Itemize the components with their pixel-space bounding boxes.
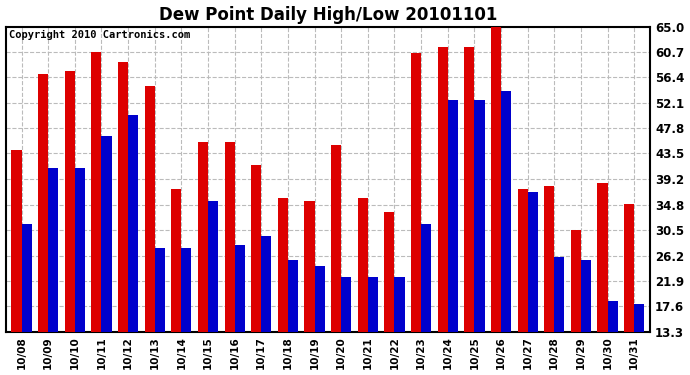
Bar [571, 230, 581, 332]
Bar [208, 201, 218, 332]
Bar [384, 213, 395, 332]
Bar [224, 142, 235, 332]
Bar [38, 74, 48, 332]
Title: Dew Point Daily High/Low 20101101: Dew Point Daily High/Low 20101101 [159, 6, 497, 24]
Bar [598, 183, 608, 332]
Bar [411, 53, 421, 332]
Bar [251, 165, 262, 332]
Bar [528, 192, 538, 332]
Bar [48, 168, 58, 332]
Bar [475, 100, 484, 332]
Bar [464, 47, 475, 332]
Bar [235, 245, 245, 332]
Bar [501, 92, 511, 332]
Bar [634, 304, 644, 332]
Bar [128, 115, 138, 332]
Bar [624, 204, 634, 332]
Bar [101, 136, 112, 332]
Bar [554, 257, 564, 332]
Bar [118, 62, 128, 332]
Bar [65, 71, 75, 332]
Bar [288, 260, 298, 332]
Bar [491, 27, 501, 332]
Bar [262, 236, 271, 332]
Bar [155, 248, 165, 332]
Bar [448, 100, 458, 332]
Bar [304, 201, 315, 332]
Bar [544, 186, 554, 332]
Bar [181, 248, 192, 332]
Bar [608, 301, 618, 332]
Bar [12, 150, 21, 332]
Bar [581, 260, 591, 332]
Bar [145, 86, 155, 332]
Bar [315, 266, 325, 332]
Text: Copyright 2010 Cartronics.com: Copyright 2010 Cartronics.com [9, 30, 190, 40]
Bar [518, 189, 528, 332]
Bar [21, 224, 32, 332]
Bar [395, 278, 404, 332]
Bar [171, 189, 181, 332]
Bar [421, 224, 431, 332]
Bar [357, 198, 368, 332]
Bar [368, 278, 378, 332]
Bar [91, 52, 101, 332]
Bar [437, 47, 448, 332]
Bar [198, 142, 208, 332]
Bar [278, 198, 288, 332]
Bar [341, 278, 351, 332]
Bar [75, 168, 85, 332]
Bar [331, 145, 341, 332]
